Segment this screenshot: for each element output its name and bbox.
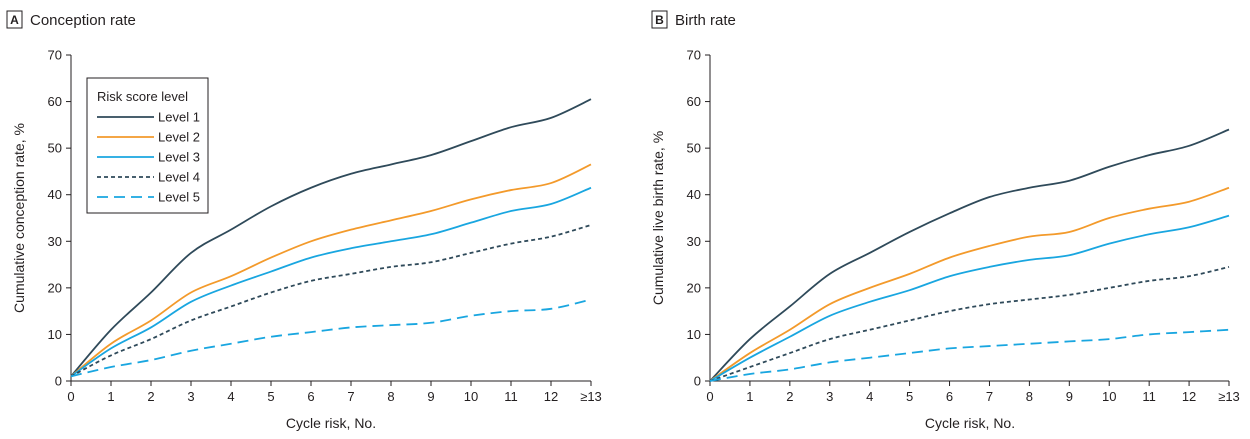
panel-a-x-tick-label: 10 [464,389,478,404]
panel-a-x-tick-label: 11 [504,389,518,404]
panel-a-x-ticks: 0 1 2 3 4 5 6 7 8 9 10 11 12 ≥13 [67,381,602,404]
panel-b-series-line-level-5 [709,328,1230,382]
panel-b-y-tick-label: 0 [694,374,701,389]
panel-b-y-tick-label: 70 [687,48,701,63]
panel-a-title: Conception rate [30,12,136,29]
panel-a-series-line-level-2 [70,163,592,378]
panel-a-y-tick-label: 30 [48,234,62,249]
panel-a-series-line-level-4 [70,224,592,378]
panel-b-x-tick-label: 0 [706,389,713,404]
panel-a-x-tick-label: 12 [544,389,558,404]
panel-b-x-tick-label: 6 [946,389,953,404]
panel-a-x-tick-label: 7 [347,389,354,404]
panel-b-series-line-level-2 [709,186,1230,382]
panel-a-x-tick-label: 2 [147,389,154,404]
panel-b-x-tick-label: ≥13 [1218,389,1240,404]
legend-label-level-3: Level 3 [158,150,200,165]
panel-a-series-line-level-3 [70,186,592,378]
panel-a-y-tick-label: 10 [48,327,62,342]
panel-b-x-tick-label: 8 [1026,389,1033,404]
panel-b-x-tick-label: 10 [1102,389,1116,404]
panel-b-y-tick-label: 40 [687,187,701,202]
panel-a-x-axis-label: Cycle risk, No. [286,415,376,431]
panel-a-y-tick-label: 60 [48,94,62,109]
panel-b-series [709,128,1230,382]
legend-label-level-2: Level 2 [158,130,200,145]
panel-b-series-line-level-1 [709,128,1230,382]
legend-label-level-5: Level 5 [158,190,200,205]
panel-b-series-line-level-4 [709,266,1230,382]
panel-a-x-tick-label: 0 [67,389,74,404]
panel-b-title: Birth rate [675,12,736,29]
panel-a-y-axis-label: Cumulative conception rate, % [11,123,27,313]
panel-a-y-tick-label: 0 [55,374,62,389]
panel-a-y-tick-label: 40 [48,187,62,202]
panel-b-x-tick-label: 5 [906,389,913,404]
panel-a-x-tick-label: 1 [107,389,114,404]
panel-a-x-tick-label: 4 [227,389,234,404]
panel-b-x-axis-label: Cycle risk, No. [925,415,1015,431]
panel-a-x-tick-label: 5 [267,389,274,404]
panel-b-series-line-level-3 [709,214,1230,382]
panel-b-x-tick-label: 3 [826,389,833,404]
panel-b-x-tick-label: 12 [1182,389,1196,404]
panel-a-x-tick-label: ≥13 [580,389,602,404]
legend-entries: Level 1 Level 2 Level 3 Level 4 Level 5 [97,110,200,205]
panel-b-y-tick-label: 50 [687,141,701,156]
panel-b-x-tick-label: 2 [786,389,793,404]
panel-a-series-line-level-1 [70,98,592,377]
panel-a-y-ticks: 0 10 20 30 40 50 60 70 [48,48,71,389]
panel-a-x-tick-label: 6 [307,389,314,404]
panel-a-x-tick-label: 3 [187,389,194,404]
legend-box [86,77,209,214]
panel-b-letter-box [651,10,668,29]
panel-b-x-tick-label: 7 [986,389,993,404]
panel-b-y-axis-label: Cumulative live birth rate, % [650,131,666,305]
legend-title: Risk score level [97,89,188,104]
panel-b-y-tick-label: 60 [687,94,701,109]
panel-a-series [70,98,592,378]
panel-b-x-ticks: 0 1 2 3 4 5 6 7 8 9 10 11 12 ≥13 [706,381,1240,404]
legend-label-level-1: Level 1 [158,110,200,125]
legend-label-level-4: Level 4 [158,170,200,185]
panel-b-y-ticks: 0 10 20 30 40 50 60 70 [687,48,710,389]
panel-a-series-line-level-5 [70,298,592,378]
panel-b-y-tick-label: 10 [687,327,701,342]
panel-b-x-tick-label: 4 [866,389,873,404]
panel-a-y-tick-label: 20 [48,280,62,295]
panel-a-y-tick-label: 70 [48,48,62,63]
panel-b-letter: B [655,13,664,27]
panel-b-x-tick-label: 1 [746,389,753,404]
panel-b-x-tick-label: 11 [1142,389,1156,404]
panel-b-y-tick-label: 20 [687,280,701,295]
panel-a-letter: A [10,13,19,27]
panel-a-y-tick-label: 50 [48,141,62,156]
panel-a-x-tick-label: 9 [427,389,434,404]
panel-b-x-tick-label: 9 [1066,389,1073,404]
panel-b-y-tick-label: 30 [687,234,701,249]
panel-a-letter-box [6,10,23,29]
panel-a-x-tick-label: 8 [387,389,394,404]
